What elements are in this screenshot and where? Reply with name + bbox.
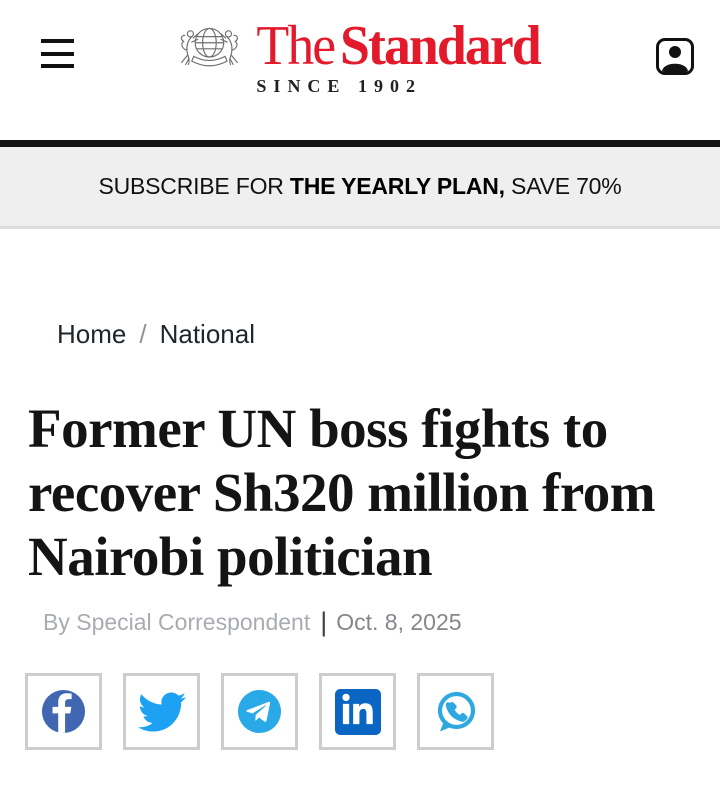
brand-logo[interactable]: The Standard SINCE 1902 — [168, 18, 551, 97]
hamburger-bar — [41, 51, 74, 56]
hamburger-menu-icon[interactable] — [41, 39, 74, 68]
hamburger-bar — [41, 64, 74, 68]
breadcrumb-home-link[interactable]: Home — [57, 319, 127, 349]
share-buttons-row — [25, 673, 720, 750]
telegram-icon — [237, 689, 282, 734]
account-button[interactable] — [656, 38, 694, 75]
share-whatsapp-button[interactable] — [417, 673, 494, 750]
facebook-icon — [41, 689, 86, 734]
share-twitter-button[interactable] — [123, 673, 200, 750]
byline-date: Oct. 8, 2025 — [336, 609, 462, 635]
subscribe-text-save: SAVE 70% — [504, 173, 622, 199]
subscribe-text-pre: SUBSCRIBE FOR — [98, 173, 290, 199]
subscribe-text-plan: THE YEARLY PLAN, — [289, 173, 505, 199]
site-header: The Standard SINCE 1902 — [0, 0, 720, 140]
share-linkedin-button[interactable] — [319, 673, 396, 750]
whatsapp-icon — [437, 691, 475, 731]
subscribe-banner[interactable]: SUBSCRIBE FOR THE YEARLY PLAN, SAVE 70% — [0, 147, 720, 229]
share-telegram-button[interactable] — [221, 673, 298, 750]
brand-tagline: SINCE 1902 — [256, 76, 422, 96]
brand-wordmark-standard: Standard — [340, 15, 542, 77]
brand-wordmark-the: The — [256, 15, 336, 77]
article-headline: Former UN boss fights to recover Sh320 m… — [28, 398, 656, 587]
header-divider-bar — [0, 140, 720, 147]
twitter-icon — [137, 692, 186, 731]
share-facebook-button[interactable] — [25, 673, 102, 750]
crest-lion-right — [220, 29, 238, 65]
subscribe-banner-text: SUBSCRIBE FOR THE YEARLY PLAN, SAVE 70% — [98, 173, 621, 200]
crest-icon — [180, 27, 238, 66]
crest-lion-left — [180, 29, 199, 65]
byline-separator: | — [320, 607, 328, 637]
linkedin-icon — [334, 688, 381, 735]
brand-wordmark: The Standard — [256, 15, 542, 77]
article-byline: By Special Correspondent | Oct. 8, 2025 — [43, 607, 720, 637]
byline-author: By Special Correspondent — [43, 609, 311, 635]
breadcrumb-separator: / — [139, 319, 147, 349]
breadcrumb: Home / National — [57, 317, 720, 351]
breadcrumb-section-link[interactable]: National — [159, 319, 255, 349]
hamburger-bar — [41, 39, 74, 43]
user-icon — [662, 46, 688, 72]
